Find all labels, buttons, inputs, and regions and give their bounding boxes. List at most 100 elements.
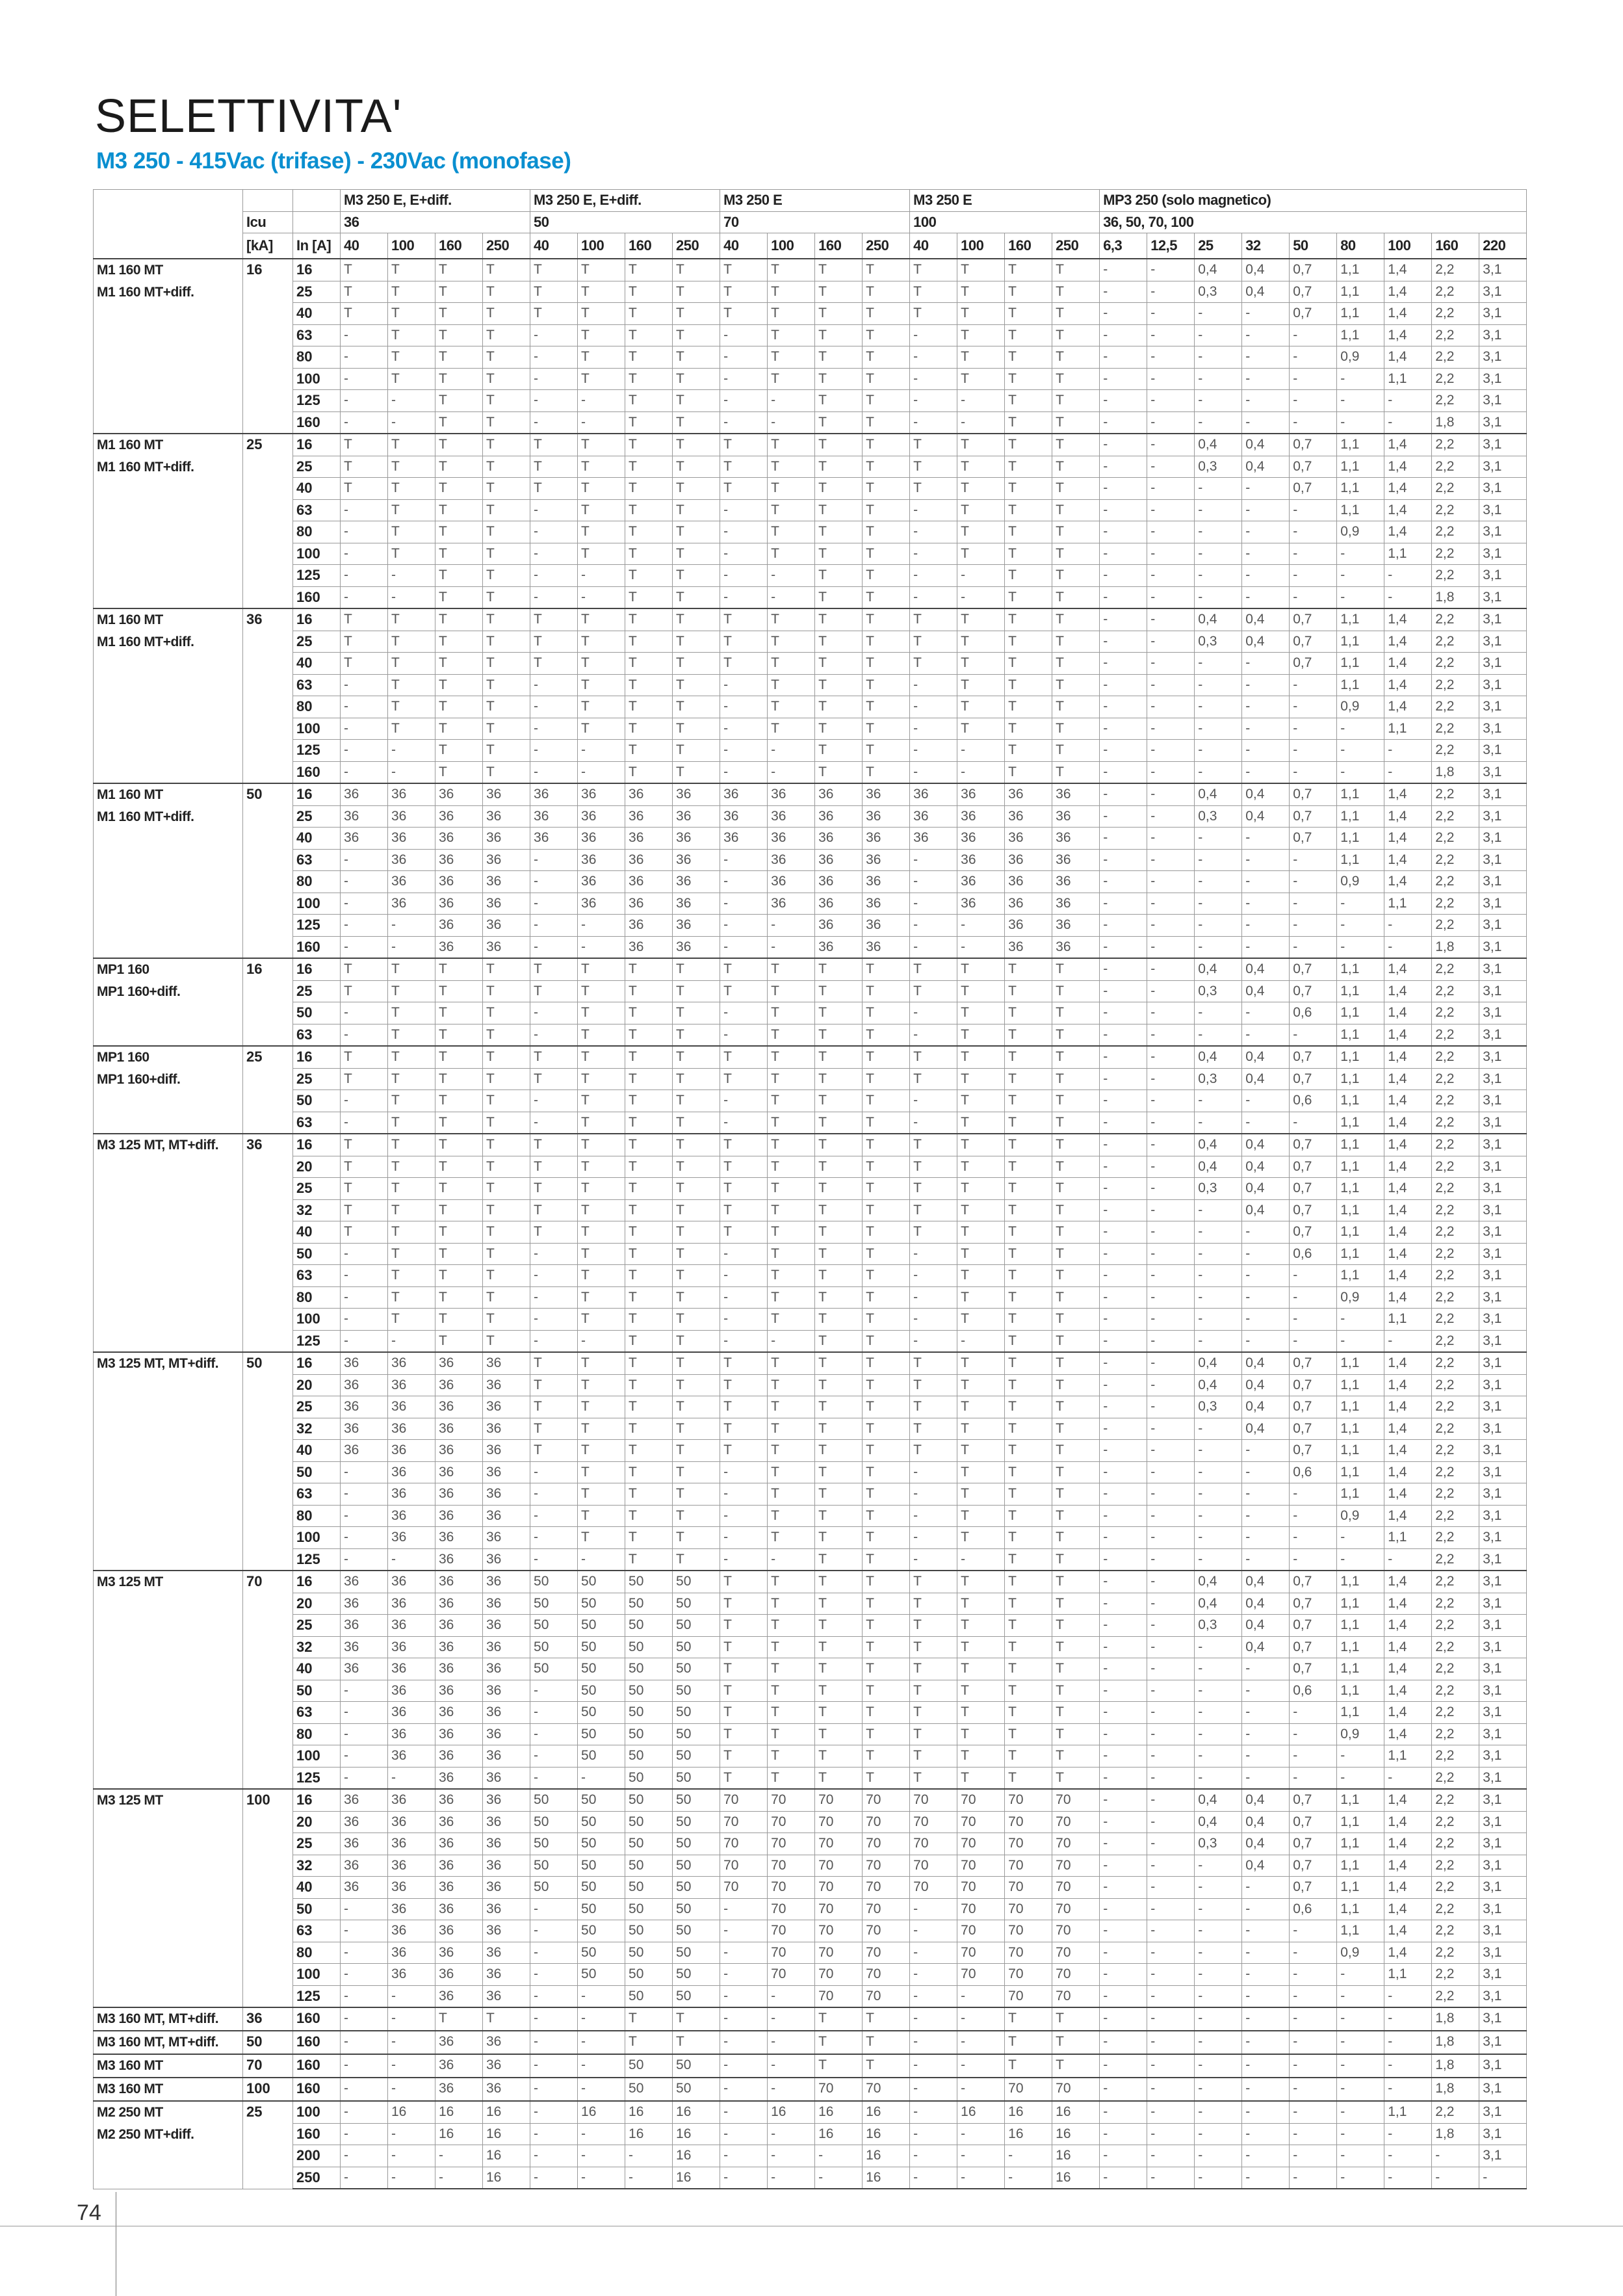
device-icu: 70	[242, 1570, 293, 1790]
selectivity-value: 36	[387, 1461, 435, 1483]
selectivity-value: T	[672, 1221, 721, 1244]
selectivity-value: 1,1	[1336, 1461, 1385, 1483]
selectivity-value: -	[1241, 1679, 1290, 1702]
device-name: M1 160 MT	[97, 263, 163, 278]
selectivity-value: 1,1	[1336, 258, 1385, 281]
selectivity-value: 2,2	[1431, 1264, 1480, 1287]
selectivity-value: T	[672, 1242, 721, 1265]
selectivity-value: 3,1	[1479, 848, 1527, 871]
selectivity-value: T	[862, 761, 911, 784]
selectivity-value: 36	[1004, 914, 1053, 937]
selectivity-value: T	[482, 980, 531, 1002]
selectivity-value: -	[1194, 1723, 1243, 1745]
selectivity-value: 3,1	[1479, 1963, 1527, 1986]
selectivity-value: 3,1	[1479, 1111, 1527, 1134]
selectivity-value: 1,4	[1384, 1614, 1433, 1637]
selectivity-value: T	[814, 1089, 863, 1112]
selectivity-value: 70	[862, 1833, 911, 1855]
selectivity-value: -	[1194, 1701, 1243, 1724]
table-row: 32 36 36 36 36 50 50 50 50 T T T T T T T T - - -0,4 0,7 1,1 1,…	[94, 1636, 1527, 1658]
table-row: M3 125 MT 100 16 36 36 36 36 50 50 50 50 70 70 70 70 70…	[93, 1788, 1527, 2008]
selectivity-value: 3,1	[1479, 455, 1527, 478]
selectivity-value: T	[1052, 1766, 1100, 1790]
selectivity-value: 36	[814, 827, 863, 850]
selectivity-value: T	[482, 258, 531, 281]
selectivity-value: -	[340, 2100, 388, 2124]
selectivity-value: 0,4	[1194, 1570, 1243, 1593]
selectivity-value: T	[720, 1766, 768, 1790]
selectivity-value: T	[957, 1439, 1006, 1462]
selectivity-value: -	[577, 586, 626, 609]
selectivity-value: -	[957, 2077, 1006, 2102]
selectivity-value: T	[814, 1570, 863, 1593]
selectivity-value: -	[340, 1985, 388, 2008]
selectivity-value: T	[957, 1023, 1006, 1047]
selectivity-value: T	[387, 302, 435, 325]
selectivity-value: -	[530, 2077, 578, 2102]
selectivity-value: 50	[625, 1854, 673, 1877]
selectivity-value: -	[720, 324, 768, 346]
selectivity-value: T	[1004, 717, 1053, 740]
selectivity-value: 16	[672, 2145, 721, 2167]
selectivity-value: 3,1	[1479, 2145, 1527, 2167]
selectivity-value: -	[1241, 499, 1290, 521]
device-name: M3 125 MT, MT+diff.	[97, 1138, 219, 1153]
selectivity-value: -	[1147, 805, 1195, 828]
selectivity-value: -	[957, 914, 1006, 937]
selectivity-value: T	[435, 696, 483, 718]
selectivity-value: 36	[435, 870, 483, 893]
device-in: 50	[292, 1898, 341, 1920]
selectivity-value: -	[1336, 1308, 1385, 1331]
selectivity-value: -	[1147, 980, 1195, 1002]
selectivity-value: 2,2	[1431, 542, 1480, 565]
table-row: 125- -36 36- -50 50- -70 70- -70 70- - - - - - -2,2 3,1	[94, 1985, 1527, 2008]
selectivity-value: 2,2	[1431, 1548, 1480, 1571]
selectivity-value: 1,4	[1384, 1854, 1433, 1877]
selectivity-value: -	[1194, 1636, 1243, 1658]
selectivity-value: -	[1099, 1658, 1148, 1680]
selectivity-value: -	[1336, 2166, 1385, 2189]
selectivity-value: -	[1147, 1286, 1195, 1309]
selectivity-value: -	[1289, 1985, 1338, 2008]
selectivity-value: -	[1004, 2145, 1053, 2167]
selectivity-value: 1,1	[1336, 1898, 1385, 1920]
selectivity-value: 0,9	[1336, 696, 1385, 718]
selectivity-value: T	[767, 302, 816, 325]
selectivity-value: T	[435, 1329, 483, 1353]
selectivity-value: 1,4	[1384, 1111, 1433, 1134]
selectivity-value: -	[1099, 935, 1148, 959]
selectivity-value: T	[1004, 280, 1053, 303]
selectivity-value: 50	[577, 1723, 626, 1745]
selectivity-value: -	[1384, 1329, 1433, 1353]
selectivity-value: T	[672, 258, 721, 281]
selectivity-value: T	[672, 1417, 721, 1440]
selectivity-value: -	[530, 499, 578, 521]
selectivity-value: -	[1336, 914, 1385, 937]
selectivity-value: -	[1147, 1810, 1195, 1833]
selectivity-value: 1,8	[1431, 2054, 1480, 2078]
selectivity-value: T	[862, 1133, 911, 1156]
device-name: M1 160 MT+diff.	[97, 809, 194, 824]
selectivity-value: T	[672, 1329, 721, 1353]
selectivity-value: T	[1004, 1221, 1053, 1244]
selectivity-value: 1,1	[1336, 1636, 1385, 1658]
selectivity-value: 3,1	[1479, 1396, 1527, 1418]
selectivity-value: 0,9	[1336, 870, 1385, 893]
selectivity-value: 3,1	[1479, 608, 1527, 631]
selectivity-value: T	[625, 455, 673, 478]
selectivity-value: -	[767, 914, 816, 937]
selectivity-value: T	[625, 2007, 673, 2031]
selectivity-value: T	[1004, 455, 1053, 478]
selectivity-value: T	[957, 1351, 1006, 1375]
table-row: 25 T T T T T T T T T T T T T T T T - -0,3 0,4 0,7 1,1 1,4 2,2 3,…	[94, 980, 1527, 1002]
selectivity-value: 0,7	[1289, 1592, 1338, 1615]
selectivity-value: 36	[340, 1658, 388, 1680]
selectivity-value: 0,7	[1289, 280, 1338, 303]
selectivity-value: T	[767, 258, 816, 281]
selectivity-value: -	[1099, 1526, 1148, 1549]
selectivity-value: T	[1004, 739, 1053, 762]
selectivity-value: T	[625, 1155, 673, 1178]
selectivity-value: T	[1052, 324, 1100, 346]
selectivity-value: T	[767, 1308, 816, 1331]
selectivity-value: -	[909, 673, 958, 696]
